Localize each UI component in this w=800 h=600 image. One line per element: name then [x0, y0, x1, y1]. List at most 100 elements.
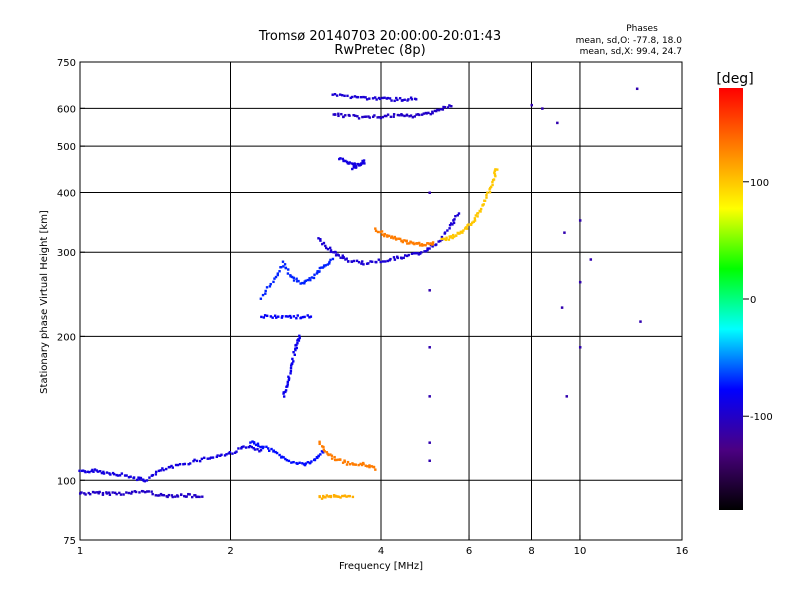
data-point [141, 478, 144, 481]
data-point [284, 266, 287, 270]
data-point [244, 446, 248, 449]
data-point [297, 338, 300, 341]
y-tick-label: 600 [57, 104, 76, 115]
data-point [378, 116, 381, 119]
data-point [410, 252, 414, 255]
data-point [326, 263, 330, 266]
data-point [325, 246, 328, 250]
data-point [420, 113, 424, 116]
data-point [242, 445, 245, 448]
data-point [161, 467, 164, 470]
data-point [341, 94, 344, 97]
data-point [494, 168, 497, 171]
data-point [333, 92, 337, 96]
data-point [442, 105, 445, 109]
data-point [323, 450, 326, 453]
data-point [401, 114, 404, 117]
data-point [377, 258, 380, 261]
data-point [296, 342, 299, 345]
data-point [371, 97, 375, 100]
data-point [253, 448, 257, 451]
data-point [448, 227, 451, 230]
data-point [168, 465, 171, 469]
data-point [429, 112, 432, 116]
data-point [401, 99, 404, 102]
data-point [465, 226, 468, 229]
data-point [441, 108, 445, 111]
data-point [331, 93, 334, 96]
data-point [78, 469, 81, 473]
data-point [451, 236, 454, 240]
data-point [274, 275, 278, 279]
data-point [428, 247, 431, 250]
data-point [376, 116, 379, 119]
data-point [361, 115, 364, 119]
data-point [431, 241, 435, 244]
data-point [342, 256, 345, 259]
data-point [295, 277, 298, 280]
data-point [431, 242, 435, 245]
data-point [384, 260, 387, 263]
data-point [361, 159, 364, 163]
data-point [347, 260, 350, 263]
data-point [156, 494, 160, 497]
data-point [493, 173, 497, 176]
data-point [308, 316, 311, 319]
data-point [423, 243, 426, 247]
data-point [473, 217, 477, 220]
data-point [354, 165, 358, 168]
data-point [342, 115, 345, 119]
data-point [426, 248, 429, 252]
data-point [289, 367, 293, 370]
data-point [200, 457, 204, 461]
data-point [494, 174, 497, 178]
data-point [398, 114, 401, 117]
data-point [174, 495, 177, 498]
phases-mean-x: mean, sd,X: 99.4, 24.7 [580, 47, 682, 57]
data-point [141, 490, 145, 493]
data-point [92, 470, 95, 473]
data-point [304, 279, 308, 282]
data-point [102, 470, 105, 474]
y-tick-label: 500 [57, 142, 76, 153]
data-point [327, 453, 330, 457]
data-point [256, 442, 260, 445]
data-point [343, 94, 346, 98]
colorbar-label: [deg] [716, 71, 753, 87]
data-point [281, 315, 284, 318]
data-point [290, 275, 294, 279]
data-point [250, 445, 254, 449]
data-point [341, 461, 345, 464]
data-point [392, 256, 396, 259]
data-point [286, 385, 289, 388]
data-point [431, 245, 434, 248]
data-point [381, 115, 385, 119]
data-point [198, 459, 202, 463]
data-point [262, 316, 266, 319]
data-point [334, 251, 337, 254]
data-point [362, 263, 365, 266]
data-point [339, 496, 342, 499]
data-point [449, 222, 453, 225]
phases-title: Phases [626, 24, 658, 34]
data-point [446, 106, 450, 109]
data-point [89, 492, 92, 496]
data-point [470, 222, 473, 226]
data-point [233, 451, 237, 454]
data-point [368, 116, 371, 119]
data-point [309, 315, 313, 318]
data-point [578, 280, 582, 284]
data-point [428, 191, 431, 194]
data-point [386, 113, 390, 116]
data-point [318, 442, 321, 446]
data-point [451, 223, 454, 226]
data-point [465, 227, 469, 230]
data-point [125, 491, 128, 494]
data-point [332, 494, 336, 497]
data-point [265, 445, 268, 449]
data-point [261, 293, 265, 297]
data-point [401, 240, 405, 244]
data-point [350, 162, 353, 165]
data-point [247, 445, 251, 449]
data-point [275, 316, 278, 319]
